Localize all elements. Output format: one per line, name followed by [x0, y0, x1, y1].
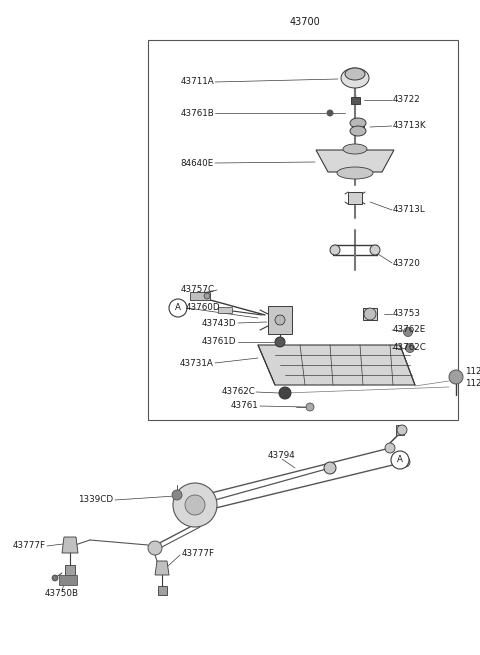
Ellipse shape	[337, 167, 373, 179]
Text: 43777F: 43777F	[13, 542, 46, 550]
Circle shape	[449, 370, 463, 384]
Bar	[148, 40, 458, 420]
Text: 43713K: 43713K	[393, 121, 427, 130]
Polygon shape	[62, 537, 78, 553]
Ellipse shape	[341, 68, 369, 88]
Text: 43762C: 43762C	[393, 343, 427, 352]
Text: 43760D: 43760D	[185, 303, 220, 312]
Bar	[350, 96, 360, 103]
Text: 43777F: 43777F	[182, 550, 215, 559]
Bar	[348, 192, 362, 204]
Text: A: A	[175, 303, 181, 312]
Bar	[352, 123, 364, 131]
Circle shape	[185, 495, 205, 515]
Circle shape	[324, 462, 336, 474]
Polygon shape	[155, 561, 169, 575]
Text: 43762E: 43762E	[393, 326, 426, 335]
Bar	[363, 308, 377, 320]
Text: 43722: 43722	[393, 96, 421, 105]
Circle shape	[404, 328, 412, 337]
Ellipse shape	[343, 144, 367, 154]
Circle shape	[385, 443, 395, 453]
Text: 43761B: 43761B	[180, 109, 214, 117]
Text: 43757C: 43757C	[181, 286, 215, 295]
Bar	[65, 565, 75, 575]
Circle shape	[330, 245, 340, 255]
Text: 43753: 43753	[393, 310, 421, 318]
Text: 1339CD: 1339CD	[78, 495, 113, 504]
Circle shape	[52, 575, 58, 581]
Circle shape	[306, 403, 314, 411]
Circle shape	[400, 457, 410, 467]
Ellipse shape	[350, 118, 366, 128]
Circle shape	[364, 308, 376, 320]
Circle shape	[204, 293, 210, 299]
Text: 43720: 43720	[393, 259, 421, 267]
Ellipse shape	[345, 68, 365, 80]
Text: 43794: 43794	[268, 451, 296, 460]
Polygon shape	[258, 345, 415, 385]
Circle shape	[173, 483, 217, 527]
Circle shape	[275, 315, 285, 325]
Circle shape	[275, 337, 285, 347]
Bar	[59, 575, 77, 585]
Text: 43711A: 43711A	[180, 77, 214, 86]
Text: 1125KG: 1125KG	[465, 379, 480, 388]
Circle shape	[406, 343, 415, 352]
Circle shape	[327, 110, 333, 116]
Text: 43761: 43761	[230, 402, 258, 411]
Text: 43743D: 43743D	[202, 318, 236, 328]
Text: 43750B: 43750B	[45, 590, 79, 599]
Text: 43731A: 43731A	[180, 358, 214, 367]
Text: 43700: 43700	[289, 17, 320, 27]
Polygon shape	[316, 150, 394, 172]
Bar	[268, 306, 292, 334]
Circle shape	[370, 245, 380, 255]
Text: 43761D: 43761D	[202, 337, 236, 346]
Circle shape	[397, 425, 407, 435]
Bar	[218, 307, 232, 313]
Text: A: A	[397, 455, 403, 464]
Text: 84640E: 84640E	[181, 159, 214, 168]
Circle shape	[148, 541, 162, 555]
Circle shape	[279, 387, 291, 399]
Circle shape	[172, 490, 182, 500]
Circle shape	[391, 451, 409, 469]
Bar	[396, 425, 404, 435]
Ellipse shape	[350, 126, 366, 136]
Text: 43762C: 43762C	[221, 388, 255, 396]
Text: 43713L: 43713L	[393, 206, 426, 214]
Bar	[190, 292, 210, 300]
Text: 1125KJ: 1125KJ	[465, 367, 480, 377]
Circle shape	[169, 299, 187, 317]
Bar	[157, 586, 167, 595]
